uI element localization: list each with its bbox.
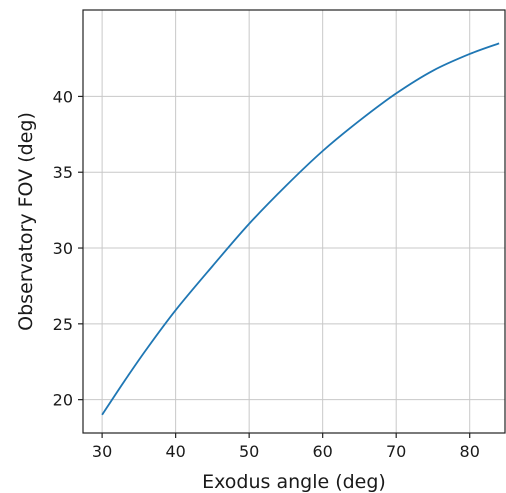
series-line xyxy=(101,42,500,416)
x-tick-label: 70 xyxy=(386,442,406,461)
y-tick-label: 30 xyxy=(53,239,73,258)
plot-area-frame xyxy=(82,9,506,434)
x-tick-label: 80 xyxy=(460,442,480,461)
y-tick-label: 35 xyxy=(53,163,73,182)
x-tick-label: 40 xyxy=(165,442,185,461)
x-tick-label: 50 xyxy=(239,442,259,461)
y-tick-label: 20 xyxy=(53,391,73,410)
grid-lines xyxy=(83,10,505,433)
axis-ticks: 30 40 50 60 70 80 20 25 30 35 40 xyxy=(53,87,480,461)
y-tick-label: 25 xyxy=(53,315,73,334)
x-tick-label: 30 xyxy=(92,442,112,461)
y-axis-title: Observatory FOV (deg) xyxy=(15,112,37,331)
series-layer xyxy=(101,42,500,416)
y-tick-label: 40 xyxy=(53,87,73,106)
x-tick-label: 60 xyxy=(312,442,332,461)
x-axis-title: Exodus angle (deg) xyxy=(202,471,386,493)
